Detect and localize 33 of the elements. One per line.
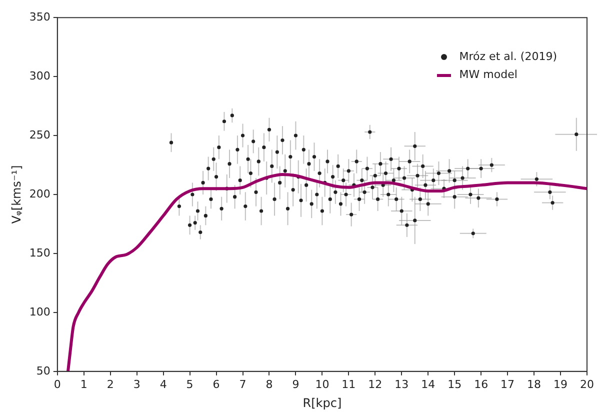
x-tick-label: 5	[186, 378, 194, 391]
line-series	[66, 172, 587, 372]
x-tick-label: 13	[394, 378, 409, 391]
x-tick-label: 7	[239, 378, 246, 391]
x-tick-label: 17	[500, 378, 515, 391]
x-tick-label: 18	[527, 378, 542, 391]
x-tick-label: 3	[133, 378, 140, 391]
x-tick-label: 16	[474, 378, 488, 391]
x-axis-title: R[kpc]	[302, 396, 342, 410]
x-tick-label: 6	[212, 378, 220, 391]
x-tick-label: 1	[80, 378, 88, 391]
x-tick-label: 9	[292, 378, 300, 391]
y-tick-label: 100	[29, 305, 50, 318]
y-axis-title: Vᵩ[kms⁻¹]	[9, 165, 24, 224]
x-tick-label: 4	[160, 378, 167, 391]
x-tick-label: 0	[54, 378, 61, 391]
x-tick-label: 14	[421, 378, 436, 391]
y-tick-label: 300	[29, 69, 50, 82]
y-tick-label: 250	[29, 128, 50, 142]
x-tick-label: 19	[554, 378, 568, 391]
x-tick-label: 12	[368, 378, 382, 391]
x-tick-label: 8	[266, 378, 273, 391]
x-tick-label: 2	[106, 378, 114, 391]
x-tick-label: 20	[580, 378, 594, 391]
y-tick-label: 350	[29, 10, 50, 24]
legend-label: Mróz et al. (2019)	[459, 49, 557, 65]
y-tick-label: 150	[29, 246, 50, 260]
x-tick-label: 10	[315, 378, 330, 391]
x-tick-label: 11	[342, 378, 356, 391]
y-tick-label: 50	[36, 364, 50, 378]
y-tick-label: 200	[29, 187, 50, 200]
x-tick-label: 15	[448, 378, 462, 391]
legend-label: MW model	[459, 67, 518, 83]
